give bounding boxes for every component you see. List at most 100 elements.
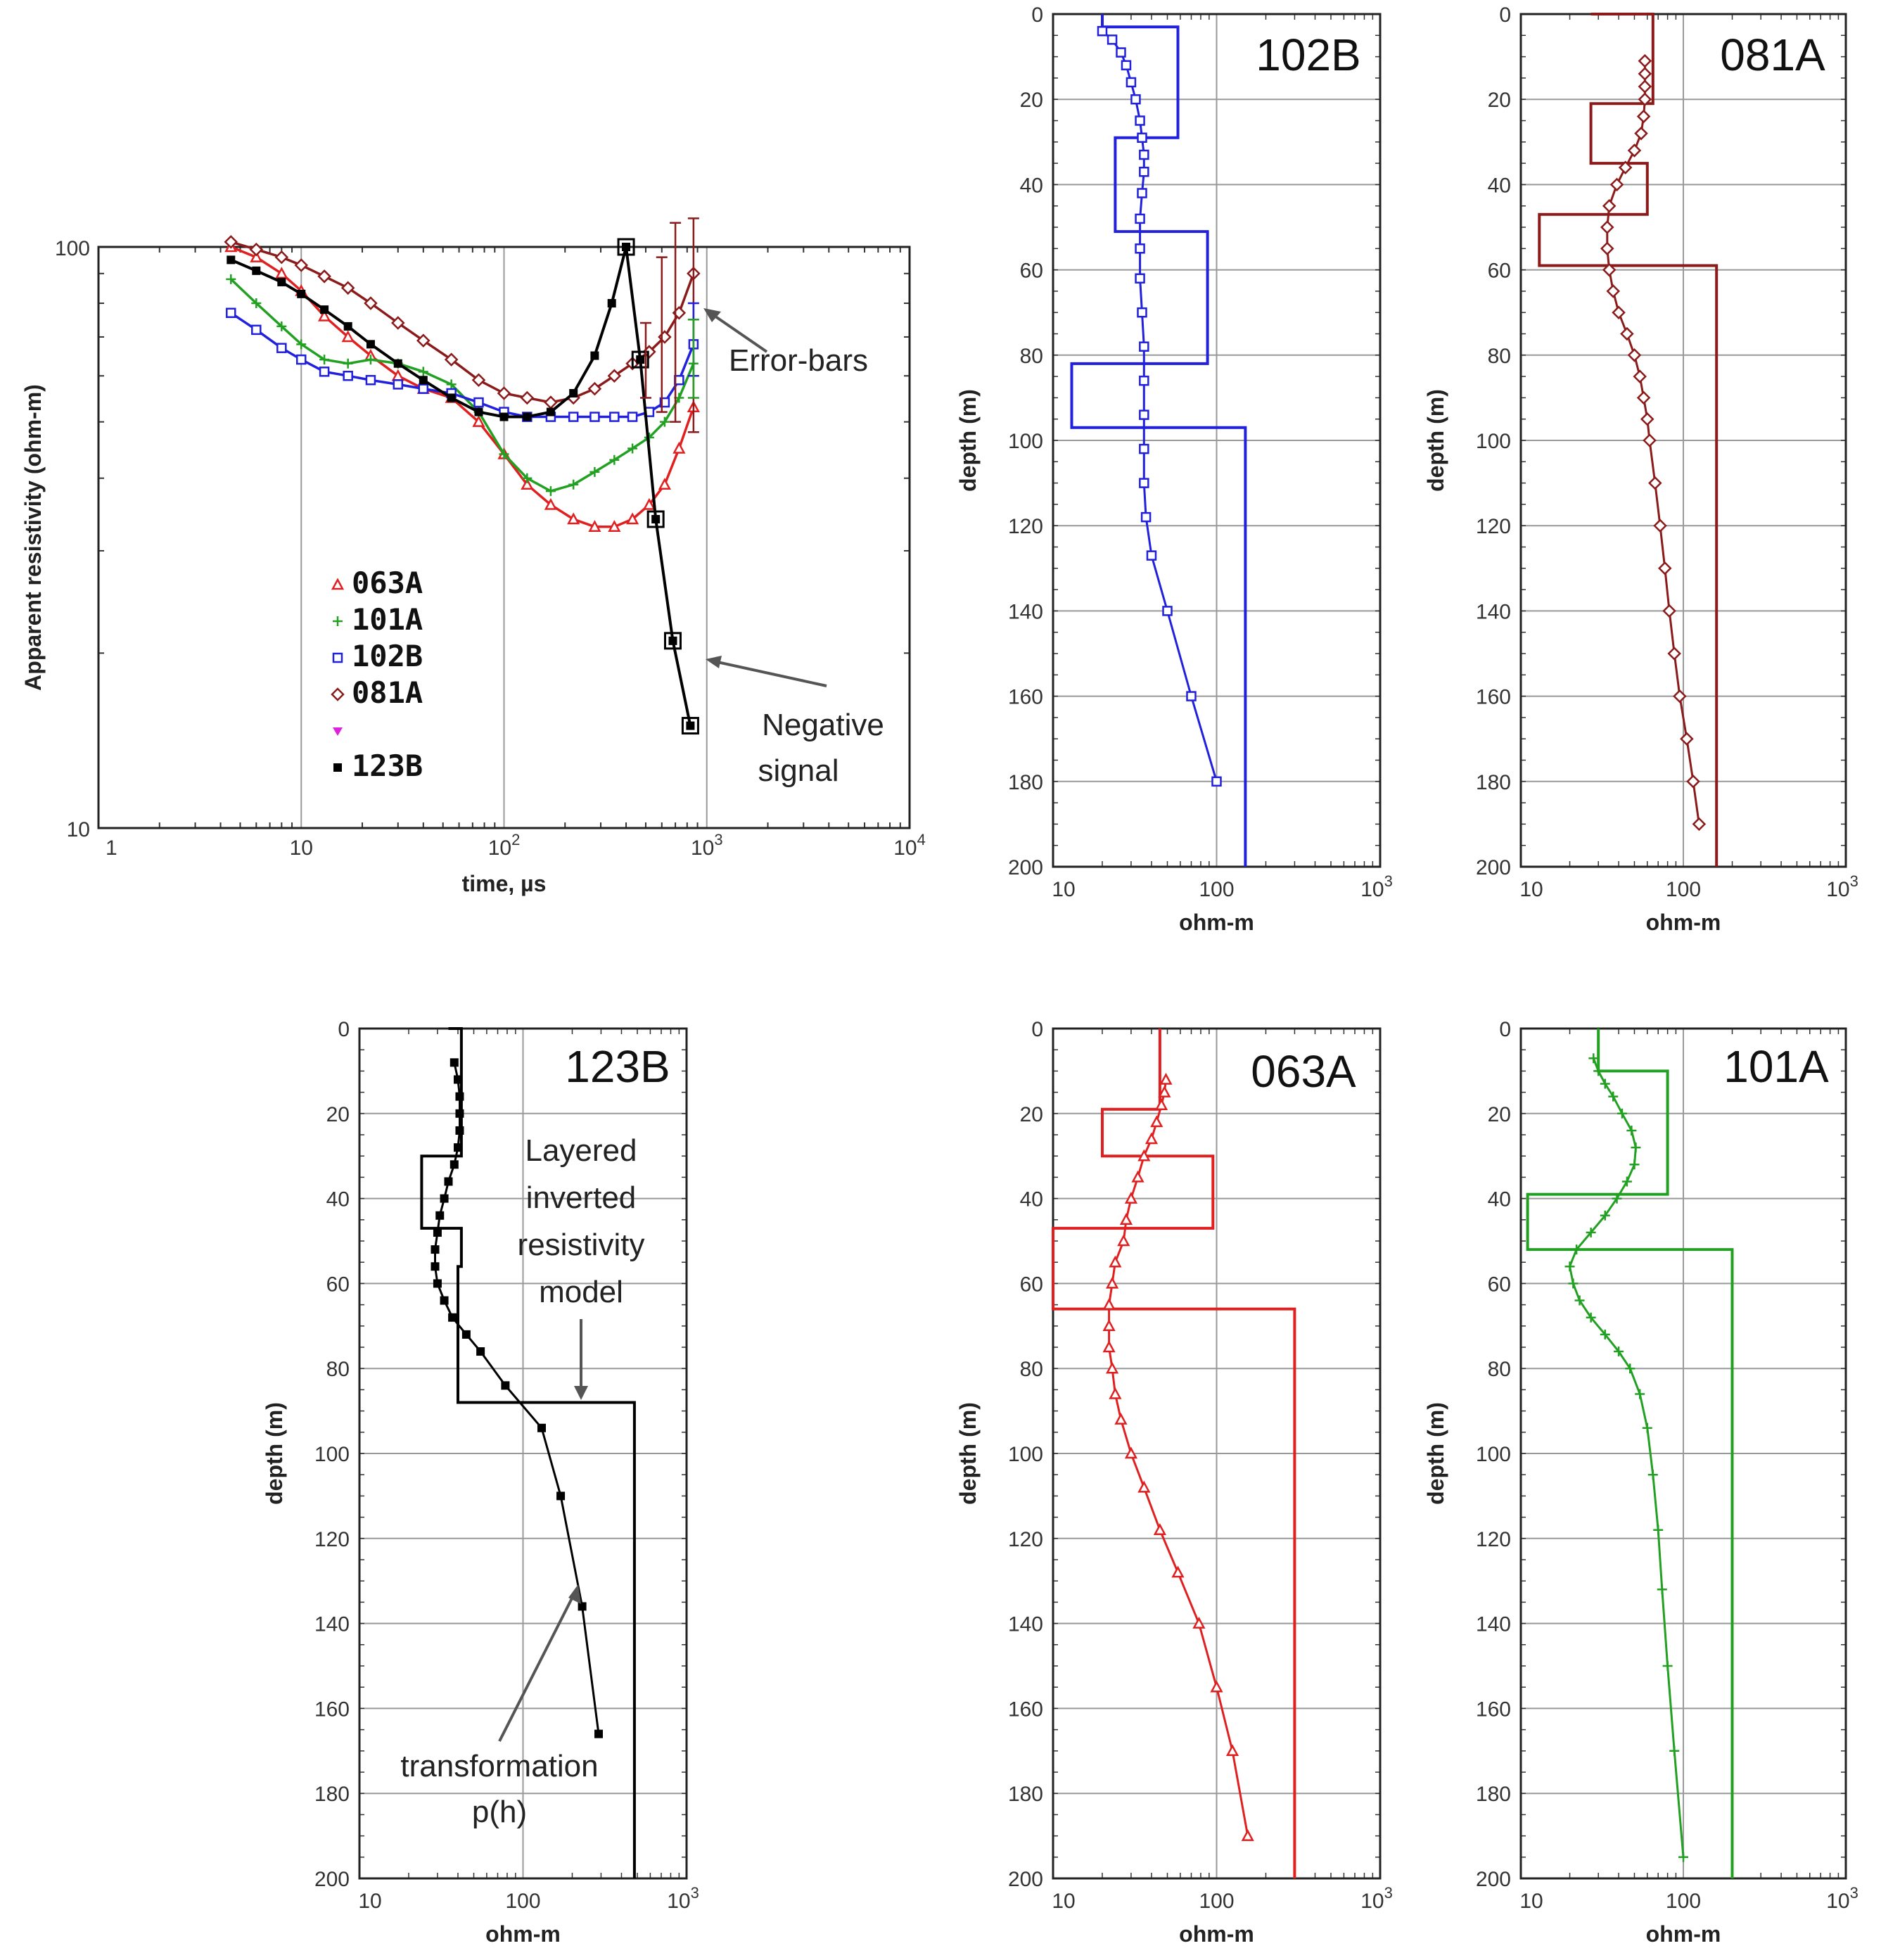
data-point [1686, 775, 1700, 789]
data-point [1638, 79, 1652, 94]
data-point [341, 330, 355, 343]
data-point [433, 1279, 442, 1288]
data-point [1667, 647, 1681, 661]
data-point [320, 305, 329, 314]
data-point [1606, 284, 1621, 298]
legend-marker [333, 763, 342, 772]
data-point [1137, 132, 1147, 143]
data-point [1588, 1053, 1599, 1064]
data-point [499, 412, 509, 421]
data-point [544, 497, 558, 510]
plot-frame [97, 246, 911, 829]
data-point [1135, 273, 1145, 284]
arrow-negative-signal [713, 660, 827, 687]
negative-signal-marker-core [669, 637, 677, 644]
data-point [1121, 60, 1132, 70]
data-point [277, 277, 286, 286]
panel-title: 123B [565, 1041, 670, 1092]
data-point [431, 1245, 440, 1254]
data-point [1139, 375, 1149, 386]
data-point [474, 407, 483, 416]
panel-title: 102B [1256, 30, 1360, 80]
data-point [642, 497, 656, 510]
y-axis-label: depth (m) [955, 389, 981, 492]
annotation-layered: Layered [525, 1133, 637, 1168]
data-point [588, 520, 601, 532]
y-tick-label: 160 [1008, 1698, 1043, 1721]
data-point [1225, 1744, 1239, 1757]
data-point [1574, 1295, 1585, 1306]
y-tick-label: 60 [1488, 1273, 1511, 1296]
data-point [1137, 1149, 1151, 1162]
arrow-head [568, 1584, 581, 1604]
legend-label: 123B [352, 749, 423, 783]
legend-marker [331, 687, 345, 701]
data-point [435, 1211, 445, 1220]
data-point [1625, 1363, 1635, 1374]
data-point [1678, 1852, 1688, 1862]
data-point [1634, 126, 1648, 141]
y-axis-label: depth (m) [955, 1402, 981, 1505]
data-point [1139, 478, 1149, 488]
legend-marker [333, 616, 343, 626]
data-point [1600, 1210, 1610, 1221]
arrow-head [574, 1386, 588, 1400]
data-point [343, 358, 353, 369]
data-point [1662, 604, 1676, 618]
data-point [1620, 326, 1634, 341]
y-tick-label: 160 [314, 1698, 350, 1721]
y-tick-label: 160 [1476, 1698, 1511, 1721]
data-point [1130, 94, 1141, 105]
data-point [497, 386, 511, 400]
data-point [453, 1143, 462, 1152]
data-point [1636, 390, 1651, 405]
data-point [568, 479, 579, 490]
y-tick-label: 180 [1476, 771, 1511, 794]
data-point [1186, 691, 1197, 701]
data-point [587, 381, 602, 396]
x-axis-label: ohm-m [1179, 1921, 1254, 1947]
legend-label: 101A [352, 602, 423, 637]
x-axis-label: ohm-m [1646, 1921, 1721, 1947]
x-tick-label: 103 [667, 1884, 699, 1913]
annotation-error-bars: Error-bars [729, 343, 868, 378]
data-point [455, 1109, 464, 1118]
data-point [440, 1296, 449, 1305]
data-point [1612, 1193, 1622, 1204]
data-point [1640, 412, 1654, 426]
x-tick-label: 100 [505, 1890, 540, 1913]
data-point [226, 307, 236, 319]
annotation-negative: Negative [762, 708, 884, 742]
x-tick-label: 103 [1826, 872, 1858, 901]
data-point [276, 343, 287, 353]
y-tick-label: 180 [1008, 771, 1043, 794]
data-point [1135, 115, 1145, 126]
series-line [230, 278, 695, 492]
data-point [365, 355, 376, 365]
data-point [626, 512, 639, 525]
data-point [1241, 1828, 1254, 1841]
data-point [1162, 606, 1173, 616]
data-point [1124, 1191, 1138, 1204]
y-tick-label: 0 [1031, 1018, 1043, 1041]
data-point [472, 415, 485, 427]
data-point [1673, 689, 1687, 704]
negative-signal-marker [646, 510, 665, 528]
y-tick-label: 160 [1476, 686, 1511, 709]
data-point [1139, 443, 1149, 454]
y-tick-label: 140 [1008, 600, 1043, 623]
x-tick-label: 1 [106, 836, 117, 860]
legend-marker [333, 727, 343, 736]
data-point [1636, 109, 1651, 124]
x-tick-label: 103 [1826, 1884, 1858, 1913]
data-point [1600, 1078, 1610, 1089]
y-tick-label: 160 [1008, 686, 1043, 709]
data-point [546, 407, 555, 416]
y-tick-label: 80 [1488, 1358, 1511, 1381]
y-tick-label: 140 [314, 1613, 350, 1636]
data-point [251, 324, 262, 336]
data-point [319, 355, 330, 365]
negative-signal-marker-core [652, 515, 660, 523]
y-axis-label: Apparent resistivity (ohm-m) [20, 384, 46, 691]
